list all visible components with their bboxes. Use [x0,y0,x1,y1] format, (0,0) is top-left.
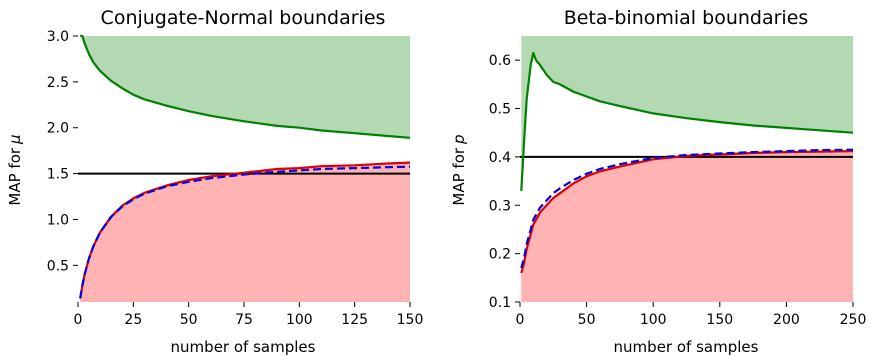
x-tick-label: 250 [840,312,867,328]
x-tick-label: 150 [706,312,733,328]
upper-region [80,36,410,138]
upper-region [521,36,853,191]
upper-boundary-line [80,34,411,139]
y-axis-label-text: MAP for [6,147,24,205]
x-tick-label: 150 [397,312,424,328]
conjugate-normal-panel: Conjugate-Normal boundaries 0 25 50 75 100 12… [6,7,423,356]
upper-boundary-line [520,51,854,191]
lower-region [80,162,410,302]
x-tick-label: 50 [180,312,198,328]
y-tick-label: 0.5 [47,258,69,274]
lower-boundary-dashed-line [520,148,854,269]
y-tick-label: 1.5 [47,167,69,183]
x-tick-label: 0 [516,312,525,328]
x-tick-label: 75 [235,312,253,328]
x-tick-label: 100 [640,312,667,328]
lower-boundary-dashed-line [79,165,411,299]
y-axis-symbol: μ [6,134,24,145]
y-tick-label: 0.6 [489,53,511,69]
y-tick-label: 2.0 [47,121,69,137]
chart-title: Beta-binomial boundaries [564,7,809,29]
y-tick-label: 0.3 [489,198,511,214]
beta-binomial-panel: Beta-binomial boundaries 0 50 100 150 200 250… [450,7,866,356]
y-tick-label: 0.1 [489,295,511,311]
lower-region [521,151,853,302]
y-tick-label: 0.2 [489,247,511,263]
y-tick-label: 0.4 [489,150,511,166]
x-axis-label: number of samples [614,338,759,356]
x-axis-label: number of samples [171,338,316,356]
x-tick-label: 25 [124,312,142,328]
x-tick-label: 100 [286,312,313,328]
y-tick-label: 0.5 [489,102,511,118]
x-tick-label: 50 [578,312,596,328]
y-tick-label: 2.5 [47,75,69,91]
x-tick-label: 0 [74,312,83,328]
x-tick-label: 200 [773,312,800,328]
chart-title: Conjugate-Normal boundaries [101,7,386,29]
y-axis-symbol: p [450,134,468,145]
y-tick-label: 3.0 [47,29,69,45]
y-tick-label: 1.0 [47,212,69,228]
y-axis-label: MAP for μ [6,134,24,205]
y-axis-label-text: MAP for [450,147,468,205]
y-axis-label: MAP for p [450,134,468,205]
x-tick-label: 125 [341,312,368,328]
